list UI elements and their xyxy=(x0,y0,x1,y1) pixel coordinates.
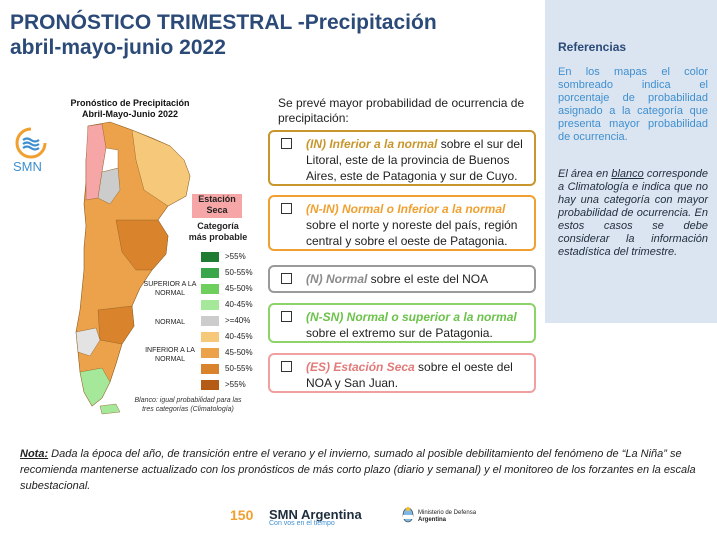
coat-of-arms-icon xyxy=(402,507,414,523)
legend-item: 45-50% xyxy=(201,283,261,295)
legend-item: 40-45% xyxy=(201,299,261,311)
legend-label: 50-55% xyxy=(225,364,253,373)
forecast-category: (ES) Estación Seca xyxy=(306,360,415,374)
references-text-1: En los mapas el color sombreado indica e… xyxy=(558,66,708,143)
footer-brand: SMN Argentina xyxy=(269,507,362,522)
checkbox-icon xyxy=(281,361,292,372)
legend-label: 40-45% xyxy=(225,300,253,309)
references-text-2a: El área en xyxy=(558,168,612,180)
smn-150-logo-icon: 150 xyxy=(230,507,254,523)
checkbox-icon xyxy=(281,203,292,214)
legend-label: >55% xyxy=(225,252,246,261)
legend-swatch xyxy=(201,316,219,326)
legend-item: 50-55% xyxy=(201,363,261,375)
legend-item: 45-50% xyxy=(201,347,261,359)
ministry-label: Ministerio de Defensa Argentina xyxy=(418,510,476,524)
references-panel xyxy=(545,0,717,323)
title-line-1: PRONÓSTICO TRIMESTRAL -Precipitación xyxy=(10,11,437,34)
legend-swatch xyxy=(201,268,219,278)
checkbox-icon xyxy=(281,138,292,149)
ministry-line-1: Ministerio de Defensa xyxy=(418,510,477,516)
legend-swatch xyxy=(201,364,219,374)
legend-label: >55% xyxy=(225,380,246,389)
forecast-detail: sobre el oeste del NOA y San Juan. xyxy=(306,360,513,390)
forecast-category: (N-SN) Normal o superior a la normal xyxy=(306,310,517,324)
forecast-box-normal-inferior: (N-IN) Normal o Inferior a la normal sob… xyxy=(268,195,536,251)
smn-logo-text: SMN xyxy=(13,159,42,174)
legend-swatch xyxy=(201,300,219,310)
dry-season-label: Estación Seca xyxy=(192,194,242,218)
note-paragraph: Nota: Dada la época del año, de transici… xyxy=(20,446,710,494)
references-heading: Referencias xyxy=(558,40,627,54)
legend-label: 45-50% xyxy=(225,284,253,293)
ministry-line-2: Argentina xyxy=(418,517,447,523)
smn-logo-icon xyxy=(15,127,47,159)
legend-swatch xyxy=(201,348,219,358)
forecast-category: (N-IN) Normal o Inferior a la normal xyxy=(306,202,506,216)
forecast-box-inferior: (IN) Inferior a la normal sobre el sur d… xyxy=(268,130,536,186)
forecast-category: (IN) Inferior a la normal xyxy=(306,137,438,151)
legend-item: 50-55% xyxy=(201,267,261,279)
forecast-box-normal: (N) Normal sobre el este del NOA xyxy=(268,265,536,293)
map-title: Pronóstico de Precipitación Abril-Mayo-J… xyxy=(70,98,190,119)
legend-label: 40-45% xyxy=(225,332,253,341)
legend-group-normal: NORMAL xyxy=(155,319,185,326)
references-text-2-underlined: blanco xyxy=(611,168,644,180)
legend-swatch xyxy=(201,252,219,262)
note-label: Nota: xyxy=(20,448,49,460)
title-line-2: abril-mayo-junio 2022 xyxy=(10,36,226,59)
footer-tagline: Con vos en el tiempo xyxy=(269,520,335,527)
legend-item: >55% xyxy=(201,251,261,263)
legend-swatch xyxy=(201,284,219,294)
legend-group-superior: SUPERIOR A LA NORMAL xyxy=(143,281,197,297)
legend-label: 45-50% xyxy=(225,348,253,357)
legend-group-inferior: INFERIOR A LA NORMAL xyxy=(145,347,195,363)
checkbox-icon xyxy=(281,273,292,284)
forecast-detail: sobre el extremo sur de Patagonia. xyxy=(306,326,493,340)
page-title: PRONÓSTICO TRIMESTRAL -Precipitación abr… xyxy=(10,10,530,60)
legend-title: Categoría más probable xyxy=(188,221,248,242)
forecast-detail: sobre el este del NOA xyxy=(367,272,489,286)
legend-item: >55% xyxy=(201,379,261,391)
legend-label: 50-55% xyxy=(225,268,253,277)
svg-text:150: 150 xyxy=(230,507,254,523)
forecast-detail: sobre el norte y noreste del país, regió… xyxy=(306,218,518,248)
note-text: Dada la época del año, de transición ent… xyxy=(20,448,696,492)
forecast-box-dry-season: (ES) Estación Seca sobre el oeste del NO… xyxy=(268,353,536,393)
argentina-forecast-map xyxy=(75,121,191,415)
forecast-category: (N) Normal xyxy=(306,272,368,286)
forecast-box-normal-superior: (N-SN) Normal o superior a la normal sob… xyxy=(268,303,536,343)
legend-label: >=40% xyxy=(225,316,251,325)
references-text-2b: corresponde a Climatología e indica que … xyxy=(558,168,708,258)
legend-swatch xyxy=(201,332,219,342)
legend-item: 40-45% xyxy=(201,331,261,343)
forecast-detail: sobre el sur del Litoral, este de la pro… xyxy=(306,137,523,183)
checkbox-icon xyxy=(281,311,292,322)
legend-swatch xyxy=(201,380,219,390)
legend-item: >=40% xyxy=(201,315,261,327)
climatology-note: Blanco: igual probabilidad para las tres… xyxy=(134,397,242,413)
references-text-2: El área en blanco corresponde a Climatol… xyxy=(558,168,708,259)
forecast-intro: Se prevé mayor probabilidad de ocurrenci… xyxy=(278,96,525,125)
